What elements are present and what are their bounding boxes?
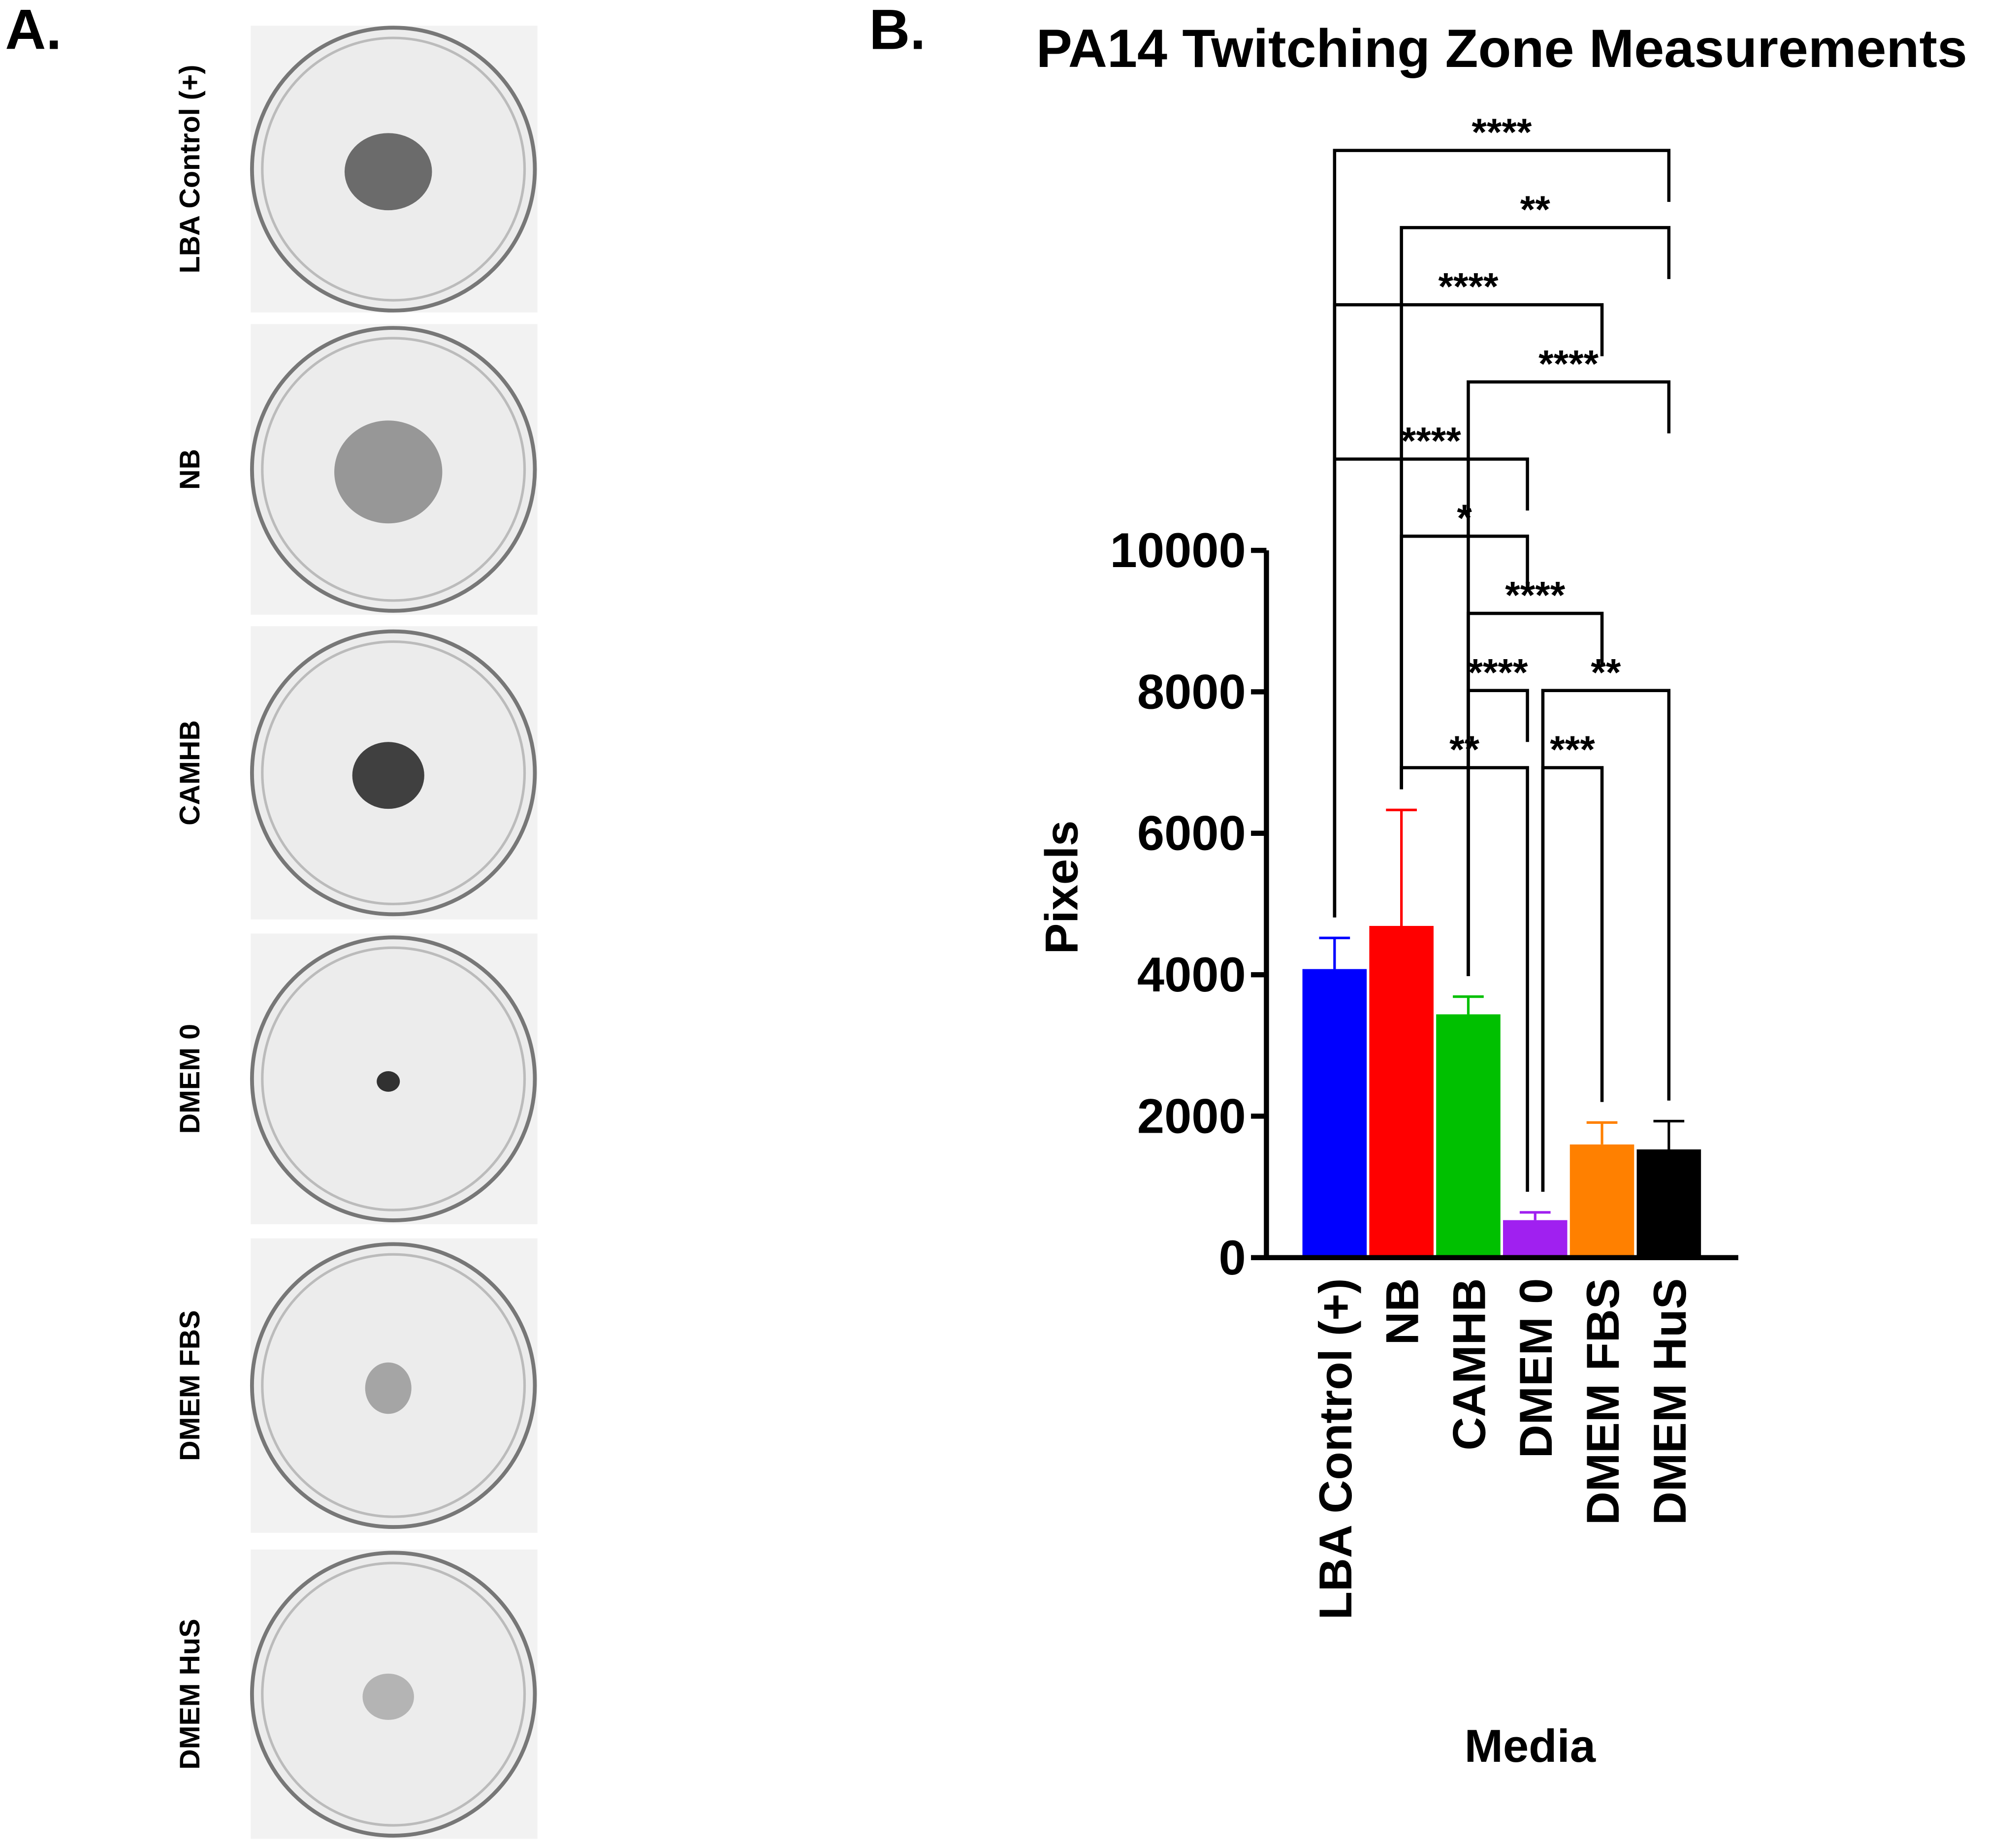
significance-label: ****: [1505, 573, 1565, 617]
x-tick-label: DMEM FBS: [1577, 1278, 1629, 1525]
x-tick-label: CAMHB: [1443, 1278, 1495, 1451]
plate-inner-rim: [261, 1253, 526, 1518]
error-bar: [1653, 1119, 1685, 1149]
bar: [1636, 1149, 1701, 1258]
bar: [1436, 1014, 1501, 1258]
significance-bracket: [1333, 457, 1529, 918]
twitching-zone: [377, 1071, 400, 1092]
significance-label: ****: [1538, 342, 1599, 385]
plate-images: [250, 26, 538, 1839]
significance-bracket: [1541, 766, 1604, 1192]
y-tick-label: 6000: [1137, 806, 1246, 861]
y-tick-label: 4000: [1137, 948, 1246, 1002]
error-bar: [1519, 1211, 1551, 1220]
significance-bracket: [1400, 226, 1671, 790]
significance-label: ****: [1472, 110, 1532, 154]
significance-label: ****: [1401, 419, 1461, 462]
plate-inner-rim: [261, 337, 526, 602]
y-tick-label: 8000: [1137, 665, 1246, 719]
plate-label: DMEM 0: [174, 1024, 206, 1134]
bar: [1569, 1144, 1634, 1258]
significance-bracket: [1333, 149, 1671, 918]
twitching-zone: [365, 1362, 412, 1414]
y-tick-label: 10000: [1110, 523, 1246, 578]
significance-label: ****: [1468, 650, 1528, 694]
x-tick-label: LBA Control (+): [1310, 1278, 1361, 1620]
plate-inner-rim: [261, 1561, 526, 1827]
significance-label: **: [1449, 728, 1479, 771]
plate-label: DMEM HuS: [174, 1619, 206, 1769]
bar: [1302, 969, 1367, 1258]
error-bar: [1319, 936, 1350, 969]
twitching-zone: [352, 742, 424, 809]
error-bar: [1386, 808, 1417, 926]
significance-label: **: [1591, 650, 1621, 694]
twitching-zone: [334, 420, 443, 524]
plate-label: LBA Control (+): [174, 65, 206, 274]
x-tick-label: DMEM HuS: [1644, 1278, 1696, 1525]
y-tick-label: 2000: [1137, 1089, 1246, 1144]
significance-label: ***: [1550, 728, 1595, 771]
bar: [1369, 925, 1434, 1258]
plate-label: DMEM FBS: [174, 1310, 206, 1461]
error-bar: [1586, 1121, 1618, 1145]
x-tick-label: DMEM 0: [1510, 1278, 1562, 1459]
x-axis-label: Media: [1465, 1720, 1596, 1772]
panel-label: A.: [5, 0, 62, 61]
chart-title: PA14 Twitching Zone Measurements: [1036, 19, 1967, 79]
bar: [1503, 1220, 1568, 1258]
significance-bracket: [1400, 535, 1529, 790]
plate-label: NB: [174, 449, 206, 490]
plate-inner-rim: [261, 640, 526, 906]
y-axis-label: Pixels: [1036, 821, 1088, 954]
plate-inner-rim: [261, 946, 526, 1211]
error-bar: [1453, 995, 1484, 1015]
plate-inner-rim: [261, 36, 526, 302]
twitching-zone: [344, 133, 432, 211]
y-tick-label: 0: [1218, 1231, 1246, 1285]
significance-label: **: [1520, 188, 1550, 231]
significance-label: *: [1457, 496, 1472, 540]
twitching-zone: [362, 1673, 414, 1720]
panel-label: B.: [869, 0, 926, 61]
plate-label: CAMHB: [174, 720, 206, 826]
significance-label: ****: [1438, 265, 1498, 308]
significance-bracket: [1467, 689, 1529, 976]
significance-bracket: [1400, 766, 1529, 1192]
x-tick-label: NB: [1376, 1278, 1428, 1345]
